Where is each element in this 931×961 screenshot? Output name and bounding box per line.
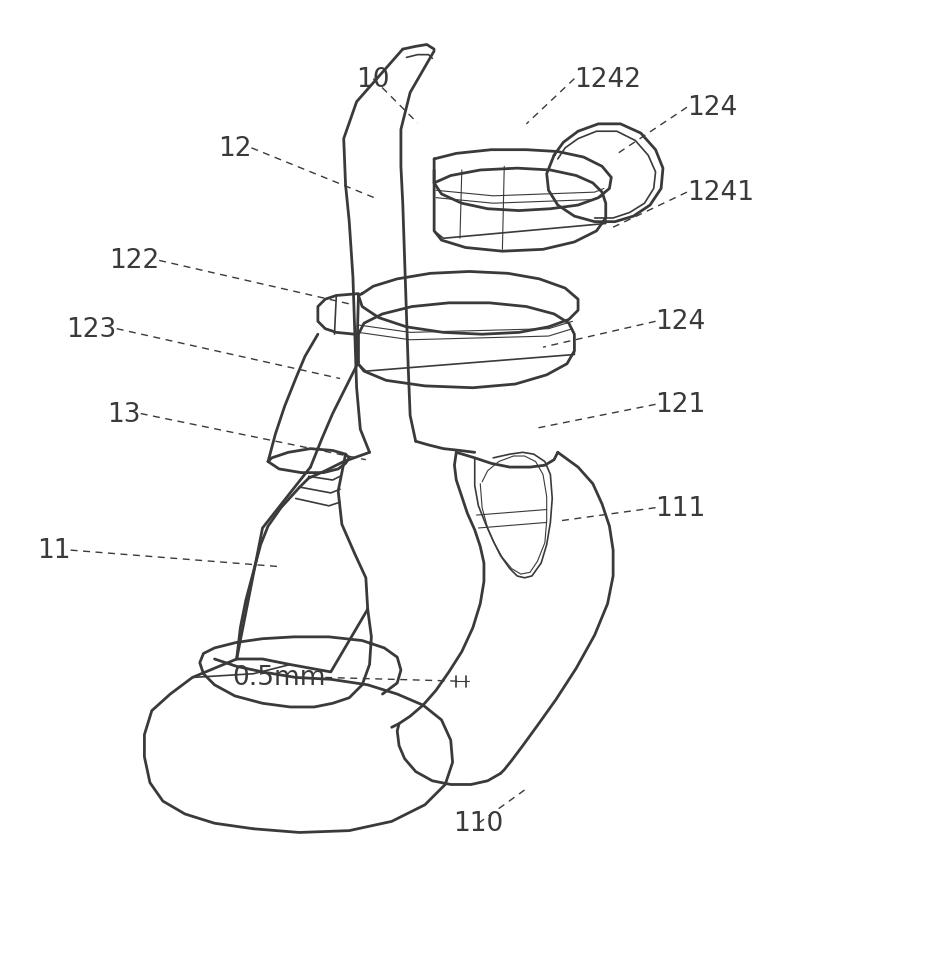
Text: 13: 13 [107,401,141,427]
Text: 110: 110 [453,810,504,836]
Text: 121: 121 [655,392,706,418]
Text: 123: 123 [66,316,116,342]
Text: 122: 122 [109,248,159,274]
Text: 1241: 1241 [687,180,754,206]
Text: 11: 11 [37,537,71,563]
Text: 12: 12 [218,136,251,161]
Text: 124: 124 [655,309,706,335]
Text: 124: 124 [687,95,737,121]
Text: 111: 111 [655,495,706,521]
Text: 0.5mm: 0.5mm [232,665,325,691]
Text: 1242: 1242 [574,66,641,92]
Text: 10: 10 [357,66,390,92]
